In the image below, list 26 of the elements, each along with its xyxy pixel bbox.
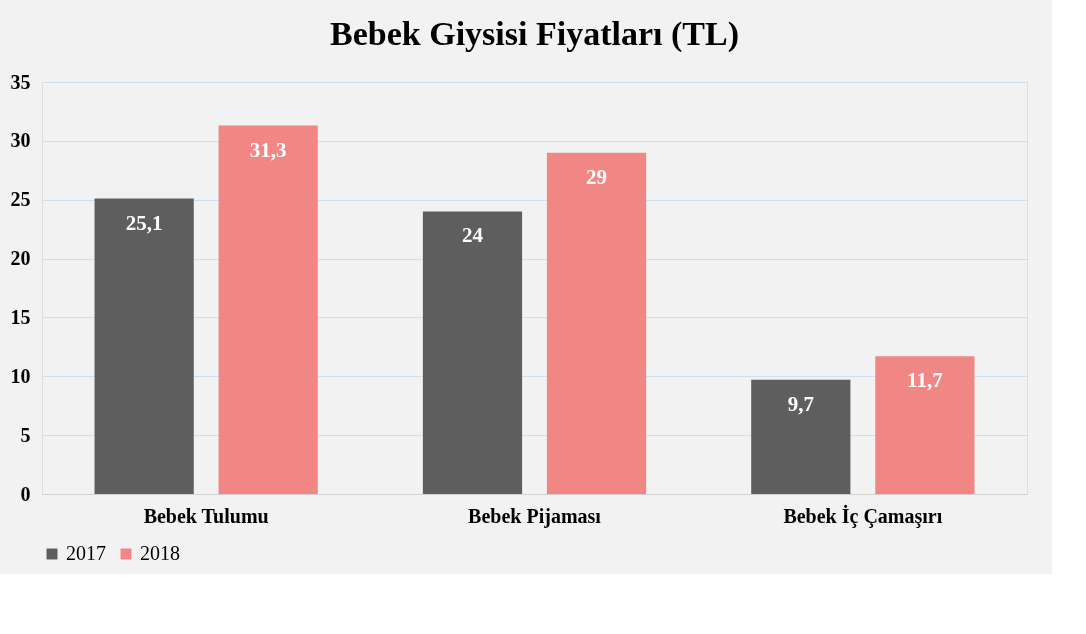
x-tick-label: Bebek İç Çamaşırı — [783, 503, 943, 528]
y-tick-label: 25 — [10, 188, 31, 211]
y-tick-label: 0 — [20, 482, 31, 505]
legend-label: 2018 — [140, 542, 180, 564]
bar — [546, 152, 647, 494]
y-tick-label: 5 — [20, 423, 31, 446]
data-label: 9,7 — [787, 391, 814, 416]
data-label: 24 — [461, 223, 484, 248]
data-label: 29 — [586, 164, 608, 189]
bar — [875, 356, 975, 494]
data-label: 25,1 — [125, 210, 163, 235]
data-label: 11,7 — [907, 368, 943, 393]
legend-label: 2017 — [66, 542, 106, 564]
y-tick-label: 20 — [10, 247, 31, 270]
bar — [422, 211, 523, 494]
x-tick-label: Bebek Pijaması — [468, 504, 602, 528]
bar — [94, 198, 194, 494]
y-tick-label: 30 — [10, 129, 31, 152]
data-label: 31,3 — [249, 137, 287, 162]
bar — [218, 125, 318, 494]
x-tick-label: Bebek Tulumu — [143, 504, 269, 527]
chart-title: Bebek Giysisi Fiyatları (TL) — [330, 15, 739, 53]
y-tick-label: 15 — [10, 305, 31, 328]
y-tick-label: 10 — [10, 364, 31, 387]
bar — [751, 379, 851, 494]
y-tick-label: 35 — [10, 70, 31, 93]
